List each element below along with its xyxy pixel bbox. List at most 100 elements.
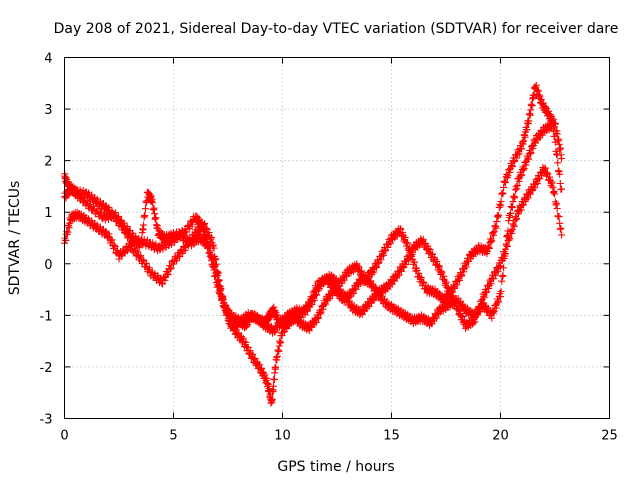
data-point	[207, 253, 215, 261]
data-point	[493, 212, 501, 220]
data-point	[272, 363, 280, 371]
data-point	[511, 186, 519, 194]
y-tick-label: 3	[44, 103, 52, 118]
data-point	[90, 220, 98, 228]
data-point	[497, 293, 504, 301]
data-point	[553, 204, 561, 212]
data-point	[411, 258, 419, 266]
data-point	[480, 294, 488, 302]
data-point	[499, 190, 507, 198]
data-point	[105, 230, 113, 238]
axis-ticks: 0 5 10 15 20 25 -3 -2 -1 0 1 2 3 4	[40, 52, 618, 444]
data-point	[419, 235, 427, 243]
data-point	[429, 250, 437, 258]
data-point	[415, 269, 423, 277]
data-point	[222, 306, 230, 314]
data-point	[303, 306, 311, 314]
data-point	[546, 177, 554, 185]
grid	[64, 57, 610, 419]
data-point	[488, 236, 496, 244]
data-point	[558, 185, 566, 193]
data-point	[381, 295, 389, 303]
data-point	[224, 310, 232, 318]
data-point	[145, 264, 153, 272]
data-point	[554, 159, 562, 167]
data-point	[90, 194, 98, 202]
data-point	[513, 154, 521, 162]
data-point	[518, 171, 526, 179]
data-point	[107, 237, 115, 245]
data-point	[203, 224, 211, 232]
data-point	[161, 276, 169, 284]
data-point	[457, 272, 465, 280]
data-point	[512, 215, 520, 223]
data-point	[478, 300, 486, 308]
data-point	[142, 259, 150, 267]
data-point	[444, 284, 452, 292]
data-point	[517, 171, 525, 179]
data-point	[141, 212, 149, 220]
data-point	[374, 259, 382, 267]
data-point	[471, 318, 479, 326]
y-tick-label: -3	[40, 413, 53, 428]
data-point	[432, 314, 440, 322]
data-point	[500, 264, 508, 272]
data-point	[159, 280, 167, 288]
data-point	[449, 293, 457, 301]
data-point	[350, 289, 358, 297]
data-point	[546, 173, 554, 181]
data-point	[541, 165, 549, 173]
data-point	[494, 213, 502, 221]
data-point	[553, 200, 561, 208]
data-point	[510, 221, 518, 229]
data-point	[556, 170, 564, 178]
data-point	[495, 211, 503, 219]
data-point	[152, 214, 160, 222]
data-point	[139, 256, 147, 264]
data-point	[497, 202, 504, 210]
data-point	[498, 273, 506, 281]
data-point	[517, 206, 525, 214]
x-tick-label: 20	[492, 429, 509, 444]
data-point	[123, 222, 131, 230]
data-point	[145, 266, 153, 274]
data-point	[515, 177, 523, 185]
data-point	[316, 310, 324, 318]
data-point	[492, 223, 500, 231]
data-point	[492, 224, 500, 232]
data-point	[551, 138, 559, 146]
x-tick-label: 5	[169, 429, 177, 444]
data-point	[485, 244, 493, 252]
data-point	[156, 246, 164, 254]
data-point	[167, 264, 175, 272]
data-point	[499, 254, 507, 262]
data-point	[522, 161, 530, 169]
data-point	[442, 280, 450, 288]
data-point	[531, 184, 539, 192]
data-point	[526, 150, 534, 158]
data-point	[166, 265, 174, 273]
data-point	[131, 245, 139, 253]
data-point	[209, 262, 217, 270]
data-point	[173, 257, 181, 265]
data-point	[548, 180, 556, 188]
data-marks	[61, 81, 566, 407]
data-point	[513, 181, 521, 189]
data-point	[207, 234, 215, 242]
data-point	[553, 151, 561, 159]
data-point	[508, 204, 516, 212]
data-point	[343, 293, 351, 301]
data-point	[480, 292, 488, 300]
data-point	[513, 185, 521, 193]
data-point	[111, 242, 119, 250]
data-point	[64, 228, 72, 236]
data-point	[316, 306, 324, 314]
data-point	[319, 305, 327, 313]
data-point	[487, 280, 495, 288]
data-point	[222, 311, 230, 319]
data-point	[510, 222, 518, 230]
data-point	[511, 193, 519, 201]
data-point	[370, 268, 378, 276]
data-point	[556, 180, 564, 188]
